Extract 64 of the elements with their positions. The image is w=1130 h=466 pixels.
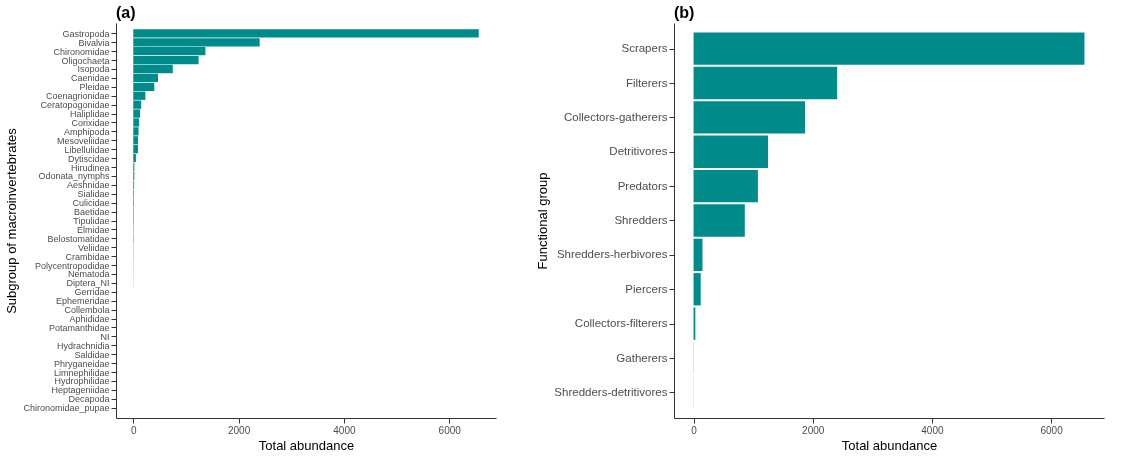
y-tick-label: Hydrachnidia — [56, 340, 110, 351]
y-tick-label: Collectors-gatherers — [563, 110, 668, 123]
y-tick-label: Elmidae — [76, 224, 110, 235]
y-tick-label: Saldidae — [74, 349, 110, 360]
y-tick-label: Predators — [617, 179, 668, 192]
y-tick-label: Veliidae — [77, 242, 110, 253]
y-tick-label: Chironomidae — [53, 46, 110, 57]
y-tick-label: Gatherers — [616, 351, 668, 364]
y-axis-title: Subgroup of macroinvertebrates — [4, 127, 20, 314]
y-tick-label: Corixidae — [71, 117, 110, 128]
y-tick-label: Amphipoda — [63, 126, 110, 137]
bar — [693, 101, 805, 134]
y-tick-label: Filterers — [625, 76, 668, 89]
y-axis-title: Functional group — [535, 172, 551, 270]
x-axis-title: Total abundance — [841, 437, 938, 453]
y-tick-label: Mesoveliidae — [56, 135, 110, 146]
y-tick-label: Aphididae — [69, 314, 110, 325]
y-tick-label: Polycentropodidae — [34, 260, 110, 271]
chart-title: (a) — [116, 4, 136, 21]
y-tick-label: Shredders-detritivores — [554, 385, 668, 398]
y-tick-label: Bivalvia — [78, 37, 110, 48]
x-tick-label: 4000 — [333, 424, 356, 436]
chart-title: (b) — [674, 4, 695, 21]
y-tick-label: Scrapers — [621, 42, 668, 55]
x-tick-label: 6000 — [1040, 424, 1064, 436]
x-tick-label: 0 — [691, 424, 698, 436]
y-tick-label: Belostomatidae — [47, 233, 110, 244]
x-tick-label: 2000 — [227, 424, 251, 436]
x-tick-label: 4000 — [921, 424, 944, 436]
y-tick-label: Piercers — [625, 282, 668, 295]
y-tick-label: Libellulidae — [64, 144, 110, 155]
x-tick-label: 2000 — [802, 424, 825, 436]
y-tick-label: Ephemeridae — [55, 296, 110, 307]
bar — [693, 273, 701, 306]
y-tick-label: Limnephilidae — [53, 367, 110, 378]
y-tick-label: Collectors-filterers — [574, 317, 668, 330]
x-axis-title: Total abundance — [258, 437, 355, 453]
y-tick-label: Diptera_NI — [66, 278, 110, 289]
y-tick-label: Pleidae — [79, 82, 110, 93]
y-tick-label: Odonata_nymphs — [38, 171, 110, 182]
y-tick-label: Crambidae — [65, 251, 110, 262]
y-tick-label: Detritivores — [609, 145, 668, 158]
y-tick-label: Tipulidae — [73, 216, 110, 226]
y-tick-label: Shredders — [614, 214, 668, 226]
y-tick-label: NI — [100, 331, 110, 342]
x-tick-label: 6000 — [438, 424, 462, 436]
y-tick-label: Gastropoda — [62, 28, 110, 39]
y-tick-label: Isopoda — [77, 64, 110, 75]
bar — [693, 66, 838, 100]
bar — [693, 204, 745, 237]
bar — [693, 32, 1085, 65]
y-tick-label: Coenagrionidae — [45, 91, 110, 102]
y-tick-label: Baetidae — [73, 207, 110, 218]
x-tick-label: 0 — [130, 424, 137, 436]
y-tick-label: Potamanthidae — [48, 322, 110, 333]
y-tick-label: Dytiscidae — [67, 153, 110, 164]
y-tick-label: Hirudinea — [70, 162, 110, 173]
y-tick-label: Shredders-herbivores — [556, 248, 668, 261]
y-tick-label: Phryganeidae — [53, 358, 110, 369]
y-tick-label: Sialidae — [77, 189, 110, 200]
bar — [693, 169, 758, 203]
y-tick-label: Culicidae — [72, 198, 110, 209]
y-tick-label: Oligochaeta — [61, 55, 110, 66]
bar — [693, 135, 769, 168]
